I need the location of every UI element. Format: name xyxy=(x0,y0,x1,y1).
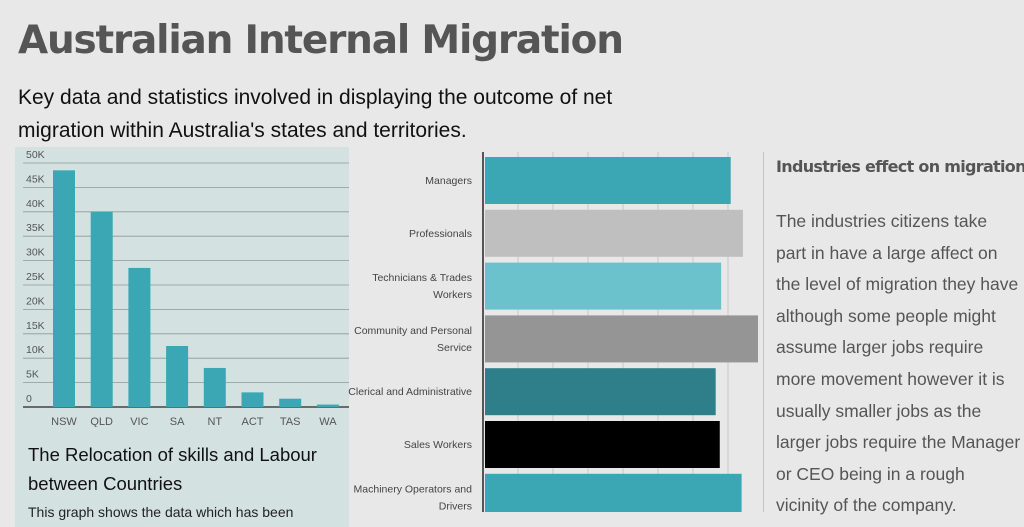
side-divider xyxy=(763,152,764,512)
x-tick-label: VIC xyxy=(130,416,148,427)
y-tick-label: 45K xyxy=(26,173,45,185)
industries-heading: Industries effect on migration xyxy=(776,157,1024,176)
bar-tas xyxy=(279,398,302,407)
y-tick-label: 35K xyxy=(26,222,45,234)
x-tick-label: TAS xyxy=(280,416,301,427)
bar-act xyxy=(241,392,264,407)
industry-label: Machinery Operators and xyxy=(354,483,473,495)
x-tick-label: QLD xyxy=(90,416,113,427)
y-tick-label: 50K xyxy=(26,149,45,161)
x-tick-label: ACT xyxy=(242,416,264,427)
bar-qld xyxy=(90,211,113,407)
bar-sa xyxy=(166,346,189,407)
y-tick-label: 30K xyxy=(26,247,45,259)
industry-label: Technicians & Trades xyxy=(372,272,472,284)
y-tick-label: 10K xyxy=(26,344,45,356)
y-tick-label: 20K xyxy=(26,295,45,307)
page-subtitle: Key data and statistics involved in disp… xyxy=(18,86,613,142)
y-tick-label: 0 xyxy=(26,393,32,405)
y-tick-label: 5K xyxy=(26,369,39,381)
page-title: Australian Internal Migration xyxy=(18,18,624,63)
industry-migration-bar-chart: Managers Professionals Technicians & Trade… xyxy=(348,152,758,512)
industry-bar xyxy=(485,209,743,257)
industry-label: Professionals xyxy=(409,228,472,240)
industry-bar xyxy=(485,315,758,363)
industry-label: Clerical and Administrative xyxy=(348,386,472,398)
industry-label: Workers xyxy=(433,289,472,301)
state-migration-panel: 0 5K 10K 15K 20K 25K 30K 35K 40K 45K 50K NSW QLD VIC S… xyxy=(15,147,349,527)
state-migration-bar-chart: 0 5K 10K 15K 20K 25K 30K 35K 40K 45K 50K NSW QLD VIC S… xyxy=(23,149,349,427)
bar-nt xyxy=(203,367,226,407)
relocation-body-text: This graph shows the data which has been xyxy=(28,504,294,520)
x-tick-label: NSW xyxy=(51,416,77,427)
industry-label: Service xyxy=(437,342,472,354)
industry-label: Managers xyxy=(425,175,472,187)
x-tick-label: WA xyxy=(319,416,337,427)
bar-wa xyxy=(316,404,339,407)
x-tick-label: SA xyxy=(170,416,185,427)
industry-bar xyxy=(485,262,722,310)
industry-bar xyxy=(485,368,716,416)
y-tick-label: 40K xyxy=(26,198,45,210)
relocation-heading: The Relocation of skills and Labour betw… xyxy=(28,444,317,494)
industry-label: Sales Workers xyxy=(404,439,472,451)
industries-body-text: The industries citizens take part in hav… xyxy=(776,211,1021,516)
y-tick-label: 25K xyxy=(26,271,45,283)
industry-bar xyxy=(485,473,742,512)
industry-bar xyxy=(485,421,720,468)
industry-label: Community and Personal xyxy=(354,325,472,337)
industry-label: Drivers xyxy=(439,500,472,512)
y-tick-label: 15K xyxy=(26,320,45,332)
industry-bar xyxy=(485,157,731,204)
bar-vic xyxy=(128,267,151,407)
x-tick-label: NT xyxy=(207,416,222,427)
bar-nsw xyxy=(53,170,75,407)
